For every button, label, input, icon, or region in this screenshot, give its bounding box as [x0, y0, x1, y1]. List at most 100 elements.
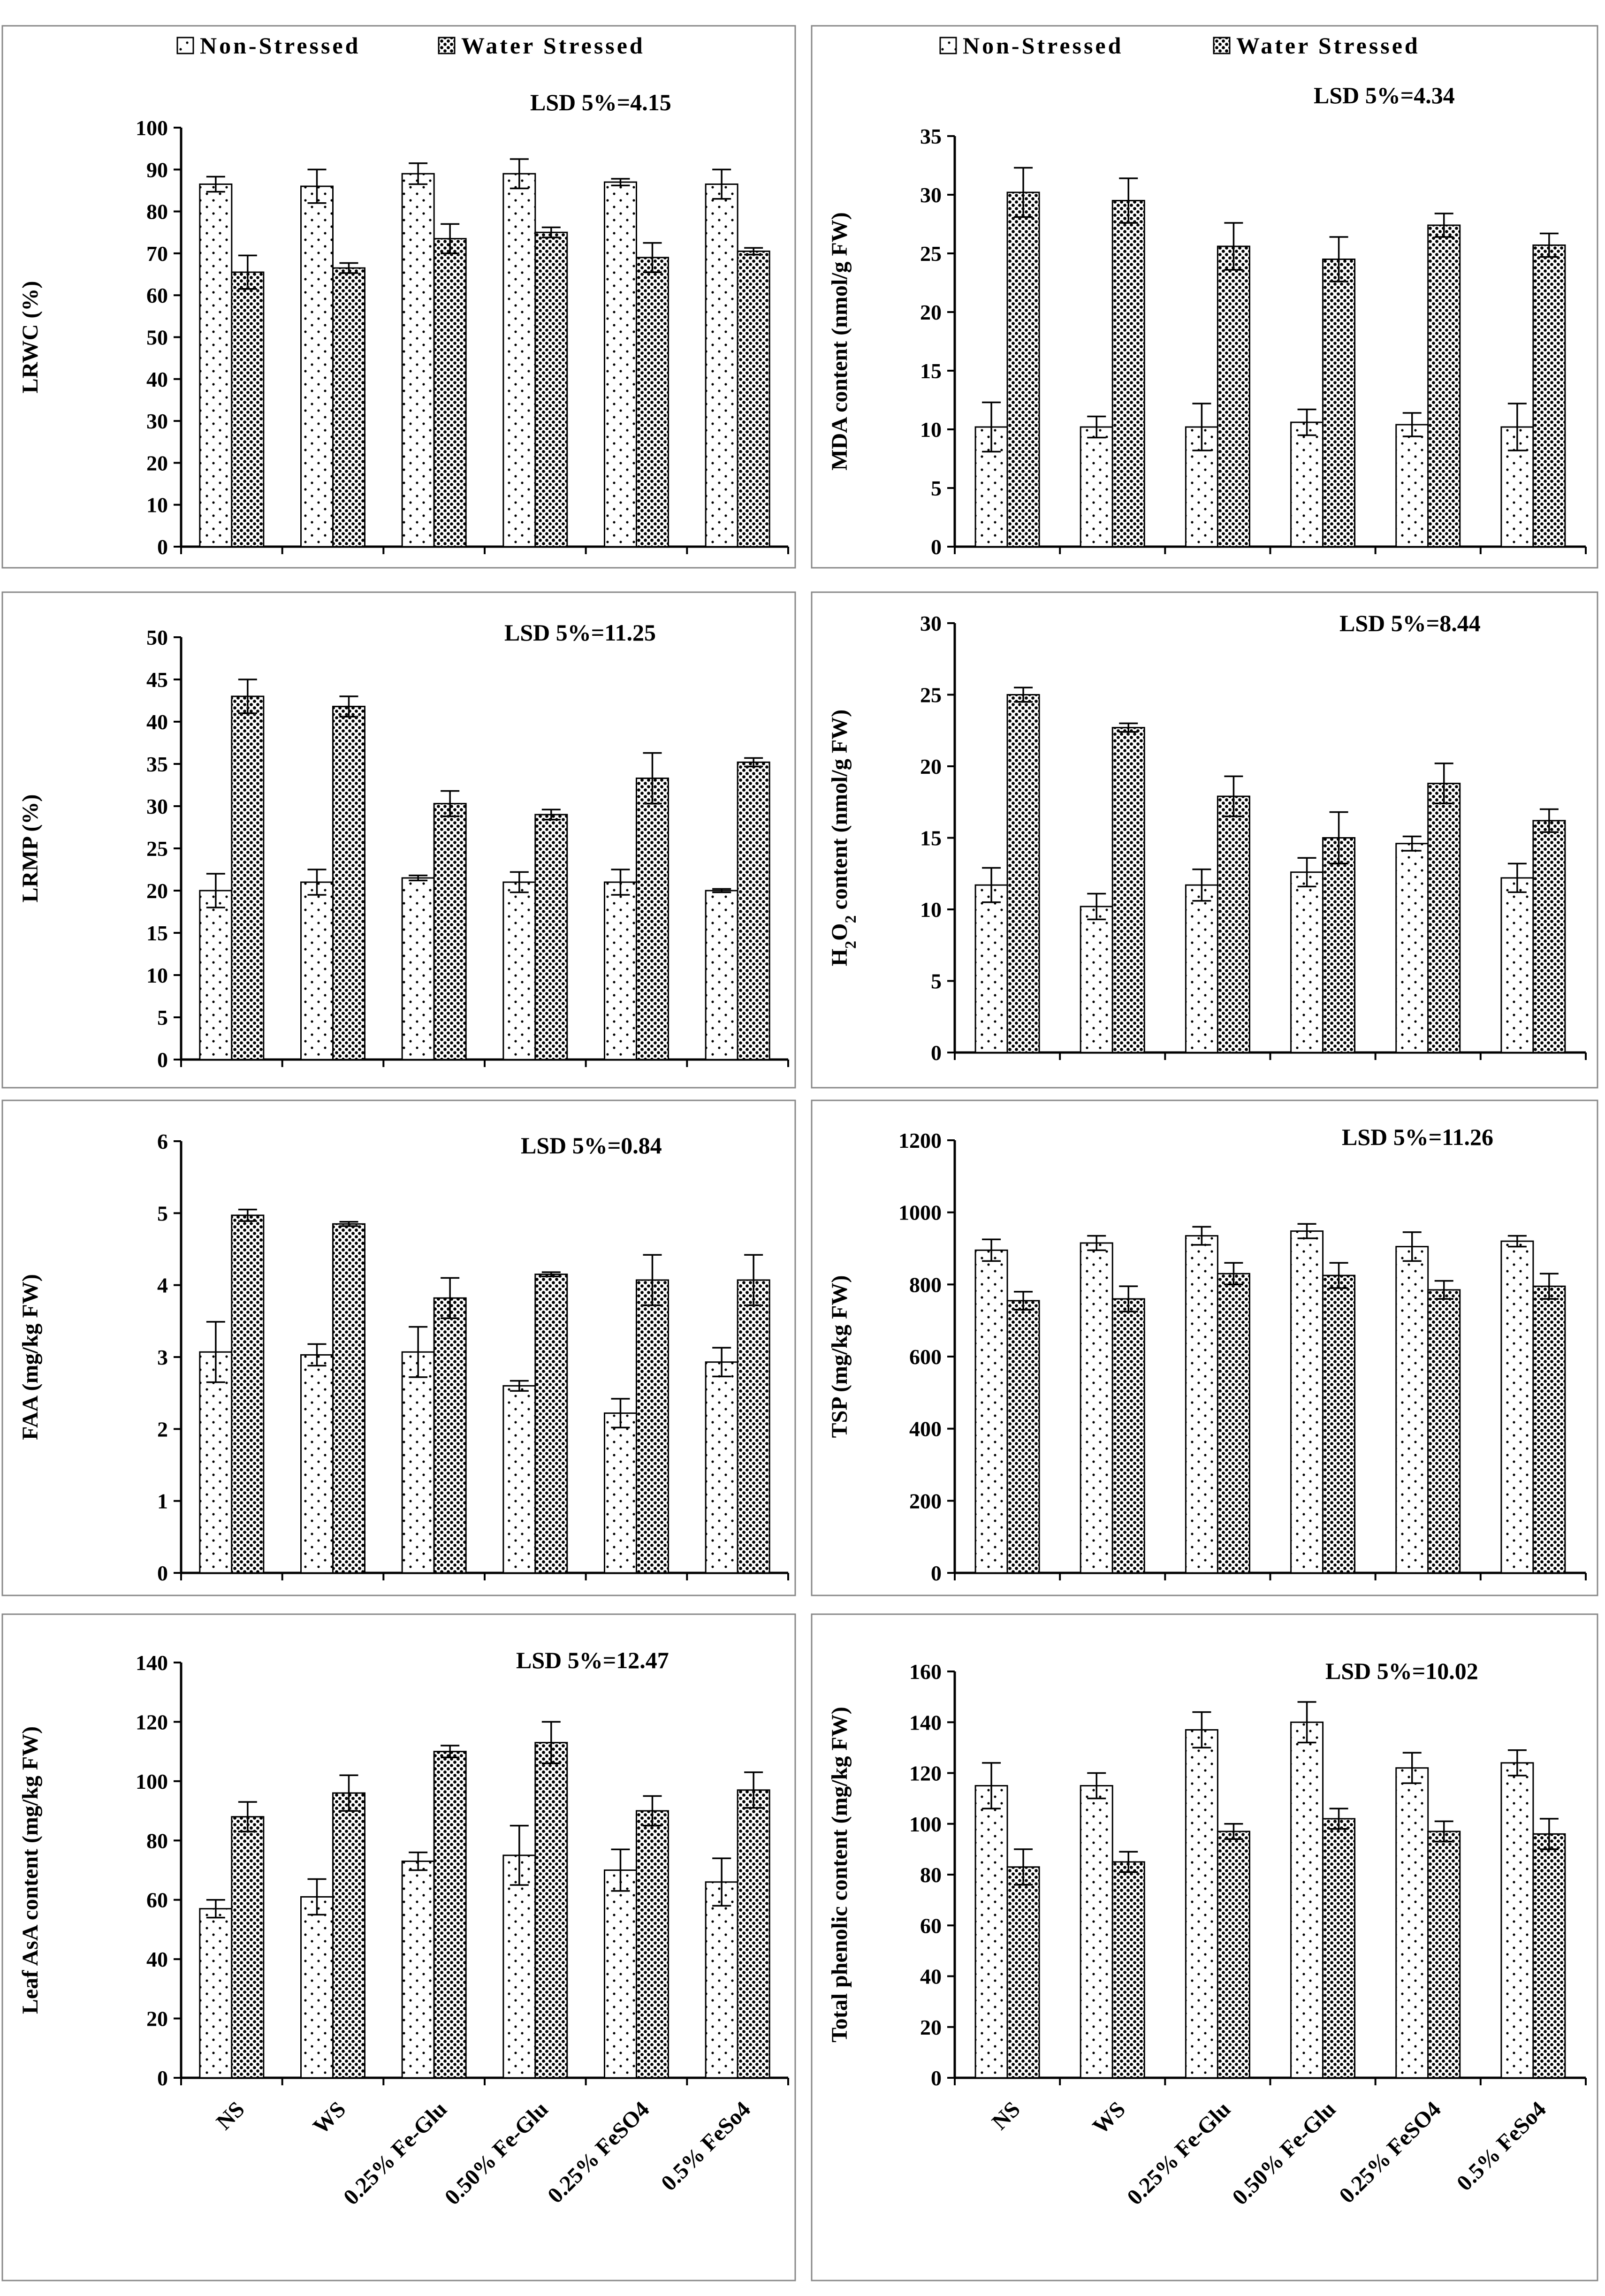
y-tick-label: 160 [909, 1660, 942, 1684]
error-bar-non-stressed [712, 1347, 731, 1378]
legend-swatch-water-stressed [438, 37, 456, 54]
category-label: 0.25% Fe-Glu [1122, 2097, 1235, 2210]
y-tick-label: 20 [146, 879, 168, 903]
error-bar-water-stressed [1224, 775, 1243, 817]
bar-non-stressed [401, 1861, 435, 2079]
bar-water-stressed [1532, 1285, 1566, 1574]
legend-item-water-stressed-right: Water Stressed [1213, 32, 1418, 59]
legend-label-non-stressed-right: Non-Stressed [963, 32, 1123, 59]
bar-non-stressed [1395, 1767, 1429, 2079]
error-bar-water-stressed [643, 1795, 662, 1827]
bar-water-stressed [1111, 1298, 1145, 1574]
legend-item-non-stressed: Non-Stressed [176, 32, 358, 59]
error-bar-non-stressed [510, 1824, 529, 1886]
bar-non-stressed [502, 173, 536, 548]
bar-water-stressed [1217, 245, 1250, 548]
bar-water-stressed [636, 257, 669, 548]
y-tick-label: 20 [146, 451, 168, 475]
error-bar-non-stressed [206, 1899, 225, 1919]
bar-non-stressed [502, 1854, 536, 2079]
bar-water-stressed [1322, 1274, 1356, 1574]
y-tick-label: 30 [920, 183, 942, 207]
error-bar-water-stressed [1119, 177, 1138, 224]
y-tick-label: 70 [146, 242, 168, 266]
bar-non-stressed [401, 877, 435, 1060]
error-bar-non-stressed [1297, 857, 1316, 887]
error-bar-non-stressed [1087, 415, 1106, 439]
bar-water-stressed [1427, 224, 1461, 548]
bar-non-stressed [1500, 1240, 1534, 1574]
error-bar-water-stressed [1434, 763, 1453, 805]
bar-non-stressed [199, 1908, 233, 2079]
y-tick-label: 25 [920, 683, 942, 707]
y-tick-label: 20 [920, 2015, 942, 2039]
lsd-annotation: LSD 5%=4.34 [1314, 82, 1455, 108]
error-bar-non-stressed [1402, 1752, 1422, 1784]
lsd-annotation: LSD 5%=11.26 [1342, 1124, 1493, 1150]
y-tick-label: 30 [146, 794, 168, 818]
bar-water-stressed [231, 1214, 265, 1574]
error-bar-non-stressed [409, 874, 428, 882]
y-tick-label: 0 [931, 2066, 942, 2090]
bar-non-stressed [199, 183, 233, 548]
bar-non-stressed [1290, 421, 1324, 548]
bar-non-stressed [705, 1361, 738, 1574]
bar-water-stressed [1322, 1818, 1356, 2079]
legend-swatch-non-stressed-right [939, 37, 957, 54]
y-tick-label: 140 [136, 1651, 168, 1675]
error-bar-non-stressed [409, 1326, 428, 1378]
bar-water-stressed [737, 250, 770, 548]
y-tick-label: 15 [920, 826, 942, 850]
legend-swatch-non-stressed [176, 37, 194, 54]
bar-non-stressed [1080, 1242, 1113, 1574]
bar-non-stressed [705, 1881, 738, 2079]
error-bar-water-stressed [1014, 1848, 1033, 1886]
error-bar-water-stressed [238, 254, 257, 290]
category-label: WS [1088, 2097, 1130, 2139]
bar-non-stressed [604, 881, 637, 1060]
y-tick-label: 2 [157, 1417, 168, 1441]
error-bar-non-stressed [1507, 403, 1527, 451]
y-tick-label: 100 [136, 116, 168, 140]
error-bar-non-stressed [1087, 1772, 1106, 1800]
bar-non-stressed [300, 185, 334, 548]
y-tick-label: 25 [920, 242, 942, 266]
bar-water-stressed [1111, 727, 1145, 1053]
bar-water-stressed [433, 1297, 467, 1574]
error-bar-water-stressed [339, 1220, 358, 1227]
error-bar-non-stressed [1297, 408, 1316, 436]
error-bar-water-stressed [744, 757, 763, 768]
error-bar-water-stressed [541, 1271, 561, 1278]
error-bar-non-stressed [307, 168, 327, 204]
error-bar-non-stressed [611, 869, 630, 896]
y-tick-label: 4 [157, 1274, 168, 1297]
error-bar-non-stressed [982, 401, 1001, 453]
bar-non-stressed [300, 881, 334, 1060]
y-tick-label: 1000 [898, 1201, 942, 1225]
bar-non-stressed [401, 1351, 435, 1574]
error-bar-non-stressed [206, 873, 225, 908]
error-bar-non-stressed [1192, 1711, 1211, 1749]
y-axis-label: LRMP (%) [18, 794, 43, 903]
bar-water-stressed [1427, 1289, 1461, 1574]
lsd-annotation: LSD 5%=0.84 [521, 1132, 662, 1159]
bar-water-stressed [534, 231, 568, 548]
y-tick-label: 30 [146, 409, 168, 433]
error-bar-non-stressed [982, 867, 1001, 903]
y-axis-label: TSP (mg/kg FW) [827, 1275, 852, 1438]
y-tick-label: 1 [157, 1489, 168, 1513]
chart-panel-2: 0 5 10 15 20 25 30 35 MDA content (nmol/g FW) LSD… [811, 25, 1598, 569]
category-label: 0.25% Fe-Glu [339, 2097, 452, 2210]
error-bar-non-stressed [307, 1343, 327, 1367]
error-bar-water-stressed [1539, 232, 1559, 258]
y-tick-label: 60 [146, 283, 168, 307]
bar-non-stressed [502, 1385, 536, 1574]
y-axis-label: LRWC (%) [18, 281, 43, 394]
y-tick-label: 50 [146, 625, 168, 649]
y-tick-label: 90 [146, 158, 168, 182]
y-tick-label: 35 [146, 752, 168, 776]
bar-water-stressed [1006, 191, 1040, 548]
bar-water-stressed [737, 761, 770, 1060]
bar-non-stressed [705, 890, 738, 1060]
